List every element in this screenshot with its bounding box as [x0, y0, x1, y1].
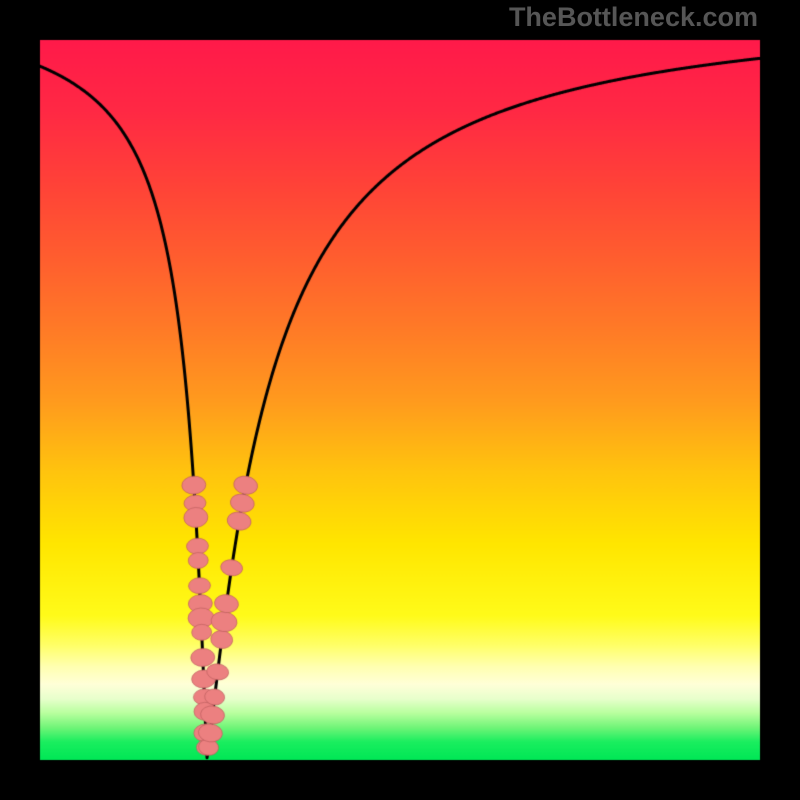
chart-canvas: [0, 0, 800, 800]
chart-stage: TheBottleneck.com: [0, 0, 800, 800]
watermark-text: TheBottleneck.com: [509, 2, 758, 33]
